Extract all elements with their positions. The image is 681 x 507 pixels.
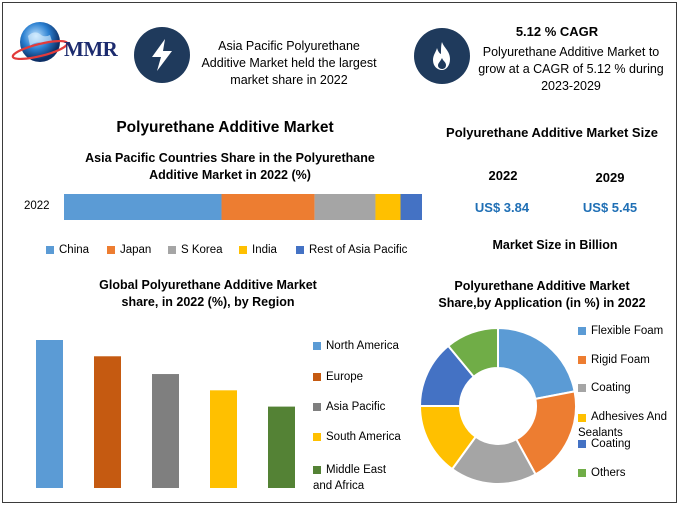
legend-label: Asia Pacific [326, 401, 386, 413]
legend-japan: Japan [107, 244, 151, 256]
legend-label: North America [326, 340, 399, 352]
legend-swatch [578, 384, 586, 392]
legend-rigid-foam: Rigid Foam [578, 354, 650, 366]
legend-swatch [313, 373, 321, 381]
legend-china: China [46, 244, 89, 256]
region-bar-asia-pacific [152, 374, 179, 488]
legend-label: South America [326, 431, 401, 443]
market-size-year-2022: 2022 [488, 168, 518, 183]
legend-middle-east-africa: Middle East and Africa [313, 462, 393, 494]
donut-slice-5-others [446, 326, 499, 379]
legend-label: Rigid Foam [591, 354, 650, 366]
infographic-frame [2, 2, 677, 503]
legend-swatch [239, 246, 247, 254]
region-bar-middle-east-and-africa [268, 406, 295, 488]
region-bar-south-america [210, 390, 237, 488]
legend-swatch [296, 246, 304, 254]
stacked-bar-chart [64, 194, 422, 220]
market-size-title: Polyurethane Additive Market Size [446, 125, 658, 140]
legend-label: Japan [120, 244, 152, 256]
stacked-bar-segment-rest-of-asia-pacific [400, 194, 422, 220]
legend-north-america: North America [313, 340, 399, 352]
market-size-note: Market Size in Billion [492, 238, 618, 252]
brand-logo [10, 14, 125, 74]
legend-swatch [578, 327, 586, 335]
legend-label: Rest of Asia Pacific [309, 244, 408, 256]
region-highlight-text: Asia Pacific Polyurethane Additive Marke… [201, 39, 377, 87]
cagr-text: Polyurethane Additive Market to grow at … [478, 45, 664, 93]
legend-swatch [46, 246, 54, 254]
legend-swatch [578, 469, 586, 477]
donut-chart-title: Polyurethane Additive Market Share,by Ap… [438, 279, 646, 310]
region-chart-title: Global Polyurethane Additive Market shar… [99, 278, 317, 309]
stacked-bar-segment-china [64, 194, 222, 220]
main-title: Polyurethane Additive Market [116, 119, 334, 136]
legend-label: Others [591, 467, 626, 479]
legend-label: Europe [326, 371, 364, 383]
flame-icon [433, 42, 450, 70]
legend-swatch [578, 440, 586, 448]
stacked-bar-segment-s-korea [314, 194, 376, 220]
legend-label: Adhesives And Sealants [578, 411, 668, 439]
legend-others: Others [578, 467, 626, 479]
market-size-value-2029: US$ 5.45 [582, 200, 638, 215]
flame-badge [414, 28, 470, 84]
legend-label: Coating [591, 382, 631, 394]
application-donut-chart [418, 326, 577, 485]
legend-s-korea: S Korea [168, 244, 223, 256]
legend-swatch [578, 413, 586, 422]
legend-coating-2: Coating [578, 438, 631, 450]
legend-swatch [107, 246, 115, 254]
market-size-value-2022: US$ 3.84 [474, 200, 530, 215]
legend-swatch [578, 356, 586, 364]
legend-label: Middle East and Africa [313, 464, 387, 493]
region-bar-chart [36, 340, 295, 488]
legend-europe: Europe [313, 371, 363, 383]
legend-rest-asia-pacific: Rest of Asia Pacific [296, 244, 407, 256]
donut-slice-0-flexible-foam [497, 326, 576, 401]
region-bar-europe [94, 356, 121, 488]
legend-asia-pacific: Asia Pacific [313, 401, 385, 413]
legend-label: Coating [591, 438, 631, 450]
market-size-year-2029: 2029 [595, 170, 625, 185]
stacked-bar-category-label: 2022 [24, 200, 50, 212]
legend-india: India [239, 244, 277, 256]
lightning-badge [134, 27, 190, 83]
legend-adhesives-sealants: Adhesives And Sealants [578, 410, 672, 441]
legend-flexible-foam: Flexible Foam [578, 325, 663, 337]
legend-label: China [59, 244, 90, 256]
region-bar-north-america [36, 340, 63, 488]
legend-swatch [168, 246, 176, 254]
legend-label: India [252, 244, 277, 256]
legend-swatch [313, 403, 321, 411]
legend-label: S Korea [181, 244, 223, 256]
legend-label: Flexible Foam [591, 325, 664, 337]
cagr-title: 5.12 % CAGR [515, 24, 599, 39]
legend-swatch [313, 433, 321, 441]
lightning-icon [152, 39, 172, 71]
globe-icon [11, 22, 69, 62]
legend-swatch [313, 342, 321, 350]
brand-logo-text: MMR [64, 37, 118, 61]
stacked-bar-segment-japan [221, 194, 315, 220]
legend-south-america: South America [313, 431, 401, 443]
bar-chart-subtitle: Asia Pacific Countries Share in the Poly… [85, 151, 375, 182]
legend-swatch [313, 466, 321, 474]
legend-coating: Coating [578, 382, 631, 394]
stacked-bar-segment-india [375, 194, 401, 220]
